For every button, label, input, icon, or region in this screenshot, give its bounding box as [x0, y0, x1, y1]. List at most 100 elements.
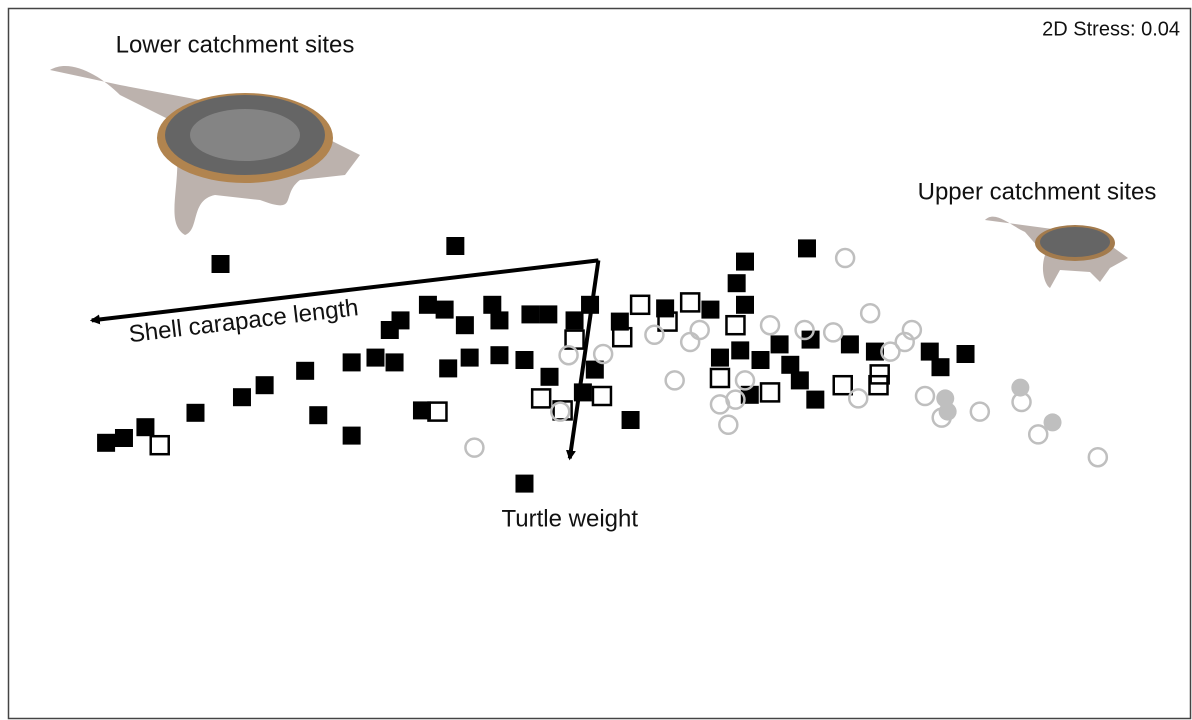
point	[644, 324, 665, 346]
point	[679, 331, 701, 353]
point	[725, 314, 746, 336]
point	[439, 359, 458, 378]
point	[736, 252, 754, 271]
point	[591, 385, 613, 407]
vector-label: Turtle weight	[502, 506, 639, 533]
point	[483, 295, 502, 314]
point	[412, 401, 431, 420]
point	[558, 344, 579, 366]
point	[309, 406, 328, 425]
vector-arrow	[89, 258, 599, 325]
point	[859, 302, 881, 324]
point	[751, 351, 770, 369]
point	[679, 292, 701, 313]
point	[385, 353, 404, 372]
point	[211, 255, 230, 273]
point	[539, 305, 558, 324]
point	[868, 374, 889, 396]
point	[914, 385, 936, 407]
point	[342, 353, 361, 372]
point	[149, 434, 170, 456]
point	[709, 367, 731, 389]
point	[840, 335, 859, 354]
point	[657, 311, 678, 332]
point	[794, 319, 815, 341]
point	[610, 312, 629, 331]
point	[1011, 378, 1030, 397]
stress-label: 2D Stress: 0.04	[1042, 18, 1180, 40]
point	[790, 371, 809, 390]
point	[592, 343, 614, 365]
turtle-lower	[50, 66, 360, 235]
point	[136, 418, 155, 437]
point	[781, 355, 800, 374]
point	[255, 376, 274, 395]
point	[718, 414, 739, 436]
point	[1043, 413, 1062, 432]
point	[727, 274, 746, 293]
turtle-upper	[985, 216, 1128, 288]
point	[549, 401, 571, 422]
point	[969, 401, 991, 422]
lower-label: Lower catchment sites	[116, 31, 355, 58]
point	[880, 341, 901, 362]
point	[629, 294, 651, 316]
vector-arrow	[565, 260, 601, 461]
point	[938, 402, 957, 421]
point	[834, 247, 856, 269]
point	[232, 388, 251, 407]
upper-label: Upper catchment sites	[918, 178, 1157, 205]
point	[797, 239, 816, 258]
point	[832, 374, 853, 396]
point	[806, 390, 825, 409]
point	[296, 361, 315, 380]
point	[366, 348, 385, 367]
point	[530, 388, 552, 409]
point	[515, 351, 534, 369]
point	[847, 388, 869, 409]
point	[464, 437, 485, 458]
point	[956, 345, 975, 363]
point	[186, 403, 205, 422]
point	[710, 348, 729, 367]
point	[920, 342, 939, 361]
point	[446, 237, 465, 255]
point	[521, 305, 540, 324]
point	[701, 300, 720, 319]
point	[490, 311, 509, 330]
point	[865, 342, 884, 361]
point	[585, 360, 604, 379]
point	[435, 300, 454, 319]
point	[869, 364, 890, 385]
point	[611, 326, 633, 348]
point	[689, 319, 710, 341]
point	[460, 348, 479, 367]
point	[380, 321, 399, 339]
point	[1087, 446, 1109, 468]
point	[759, 314, 781, 336]
point	[822, 322, 844, 343]
point	[418, 295, 437, 314]
point	[427, 401, 448, 422]
point	[97, 433, 116, 452]
point	[515, 474, 534, 493]
plot-frame	[7, 7, 1192, 720]
point	[565, 311, 584, 330]
point	[342, 426, 361, 445]
point	[770, 335, 789, 354]
point	[734, 370, 756, 391]
point	[540, 367, 559, 386]
point	[736, 295, 754, 314]
point	[455, 316, 474, 335]
point	[731, 341, 750, 360]
point	[490, 346, 509, 365]
point	[759, 382, 781, 403]
point	[725, 389, 746, 410]
point	[901, 319, 923, 341]
point	[621, 411, 640, 429]
point	[664, 370, 685, 391]
point	[931, 358, 950, 377]
point	[1027, 424, 1049, 445]
